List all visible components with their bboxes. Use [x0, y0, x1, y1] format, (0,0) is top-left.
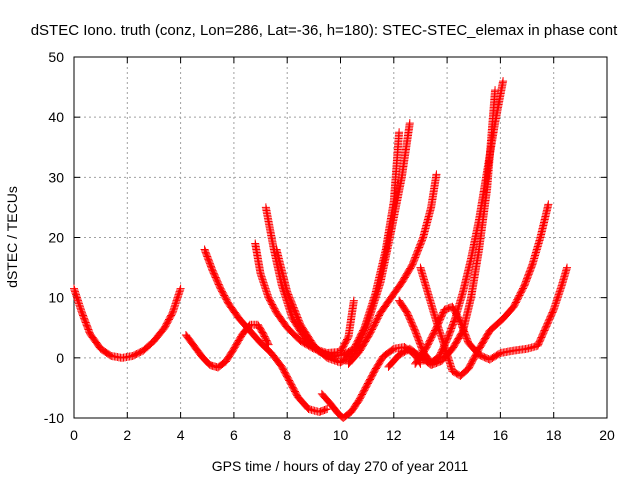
data-point	[563, 263, 572, 272]
x-tick-label: 8	[283, 427, 291, 443]
x-tick-label: 6	[230, 427, 238, 443]
x-tick-label: 12	[386, 427, 402, 443]
x-tick-label: 14	[439, 427, 455, 443]
data-point	[491, 86, 500, 95]
axis-ticks: 0 2 4 6 8 10 12 14 16 18 20 -10 0 10 20 30 40 50	[44, 49, 615, 443]
x-axis-label: GPS time / hours of day 270 of year 2011	[212, 458, 469, 474]
data-point	[176, 284, 185, 293]
data-point	[499, 77, 508, 86]
series-10	[384, 86, 500, 371]
series-3	[200, 245, 332, 416]
y-tick-label: 10	[48, 290, 64, 306]
data-point	[395, 128, 404, 137]
data-point	[321, 405, 330, 414]
data-point	[288, 329, 297, 338]
data-point	[287, 328, 296, 337]
series-2	[181, 320, 273, 372]
data-point	[323, 404, 332, 413]
y-tick-label: 0	[56, 350, 64, 366]
data-point	[432, 170, 441, 179]
y-tick-label: 40	[48, 109, 64, 125]
series-6	[261, 128, 404, 361]
y-tick-label: 30	[48, 169, 64, 185]
data-point	[292, 332, 301, 341]
data-point	[290, 331, 299, 340]
x-tick-label: 16	[493, 427, 509, 443]
series-1	[70, 284, 185, 362]
y-tick-label: -10	[44, 410, 64, 426]
data-point	[405, 119, 414, 128]
data-point	[286, 327, 295, 336]
x-tick-label: 2	[123, 427, 131, 443]
y-tick-label: 20	[48, 230, 64, 246]
series-7	[272, 119, 414, 367]
data-point	[544, 200, 553, 209]
series-8	[344, 170, 441, 368]
data-marks	[70, 77, 572, 422]
x-tick-label: 4	[177, 427, 185, 443]
y-axis-label: dSTEC / TECUs	[4, 186, 20, 288]
x-tick-label: 0	[70, 427, 78, 443]
chart-title: dSTEC Iono. truth (conz, Lon=286, Lat=-3…	[31, 22, 618, 39]
data-point	[349, 296, 358, 305]
y-tick-label: 50	[48, 49, 64, 65]
x-tick-label: 10	[333, 427, 349, 443]
data-point	[289, 330, 298, 339]
series-12	[416, 200, 553, 380]
x-tick-label: 20	[599, 427, 615, 443]
x-tick-label: 18	[546, 427, 562, 443]
